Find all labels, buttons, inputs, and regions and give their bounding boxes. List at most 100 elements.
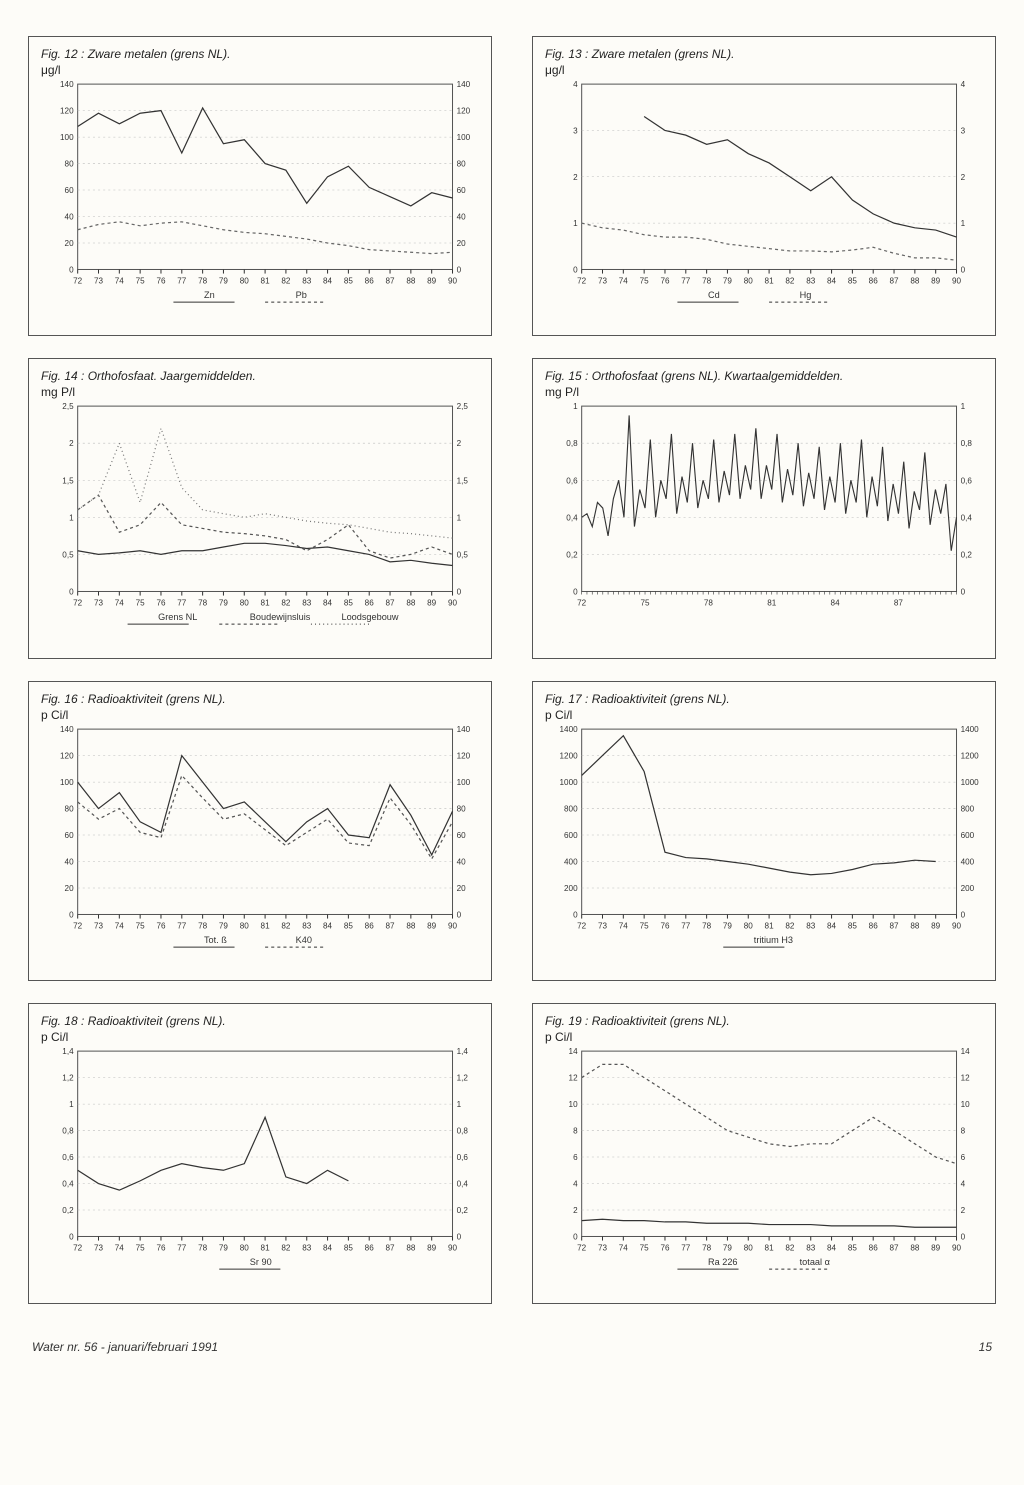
svg-text:90: 90 — [952, 922, 962, 931]
fig15-ylabel: mg P/l — [545, 385, 983, 399]
svg-text:85: 85 — [344, 599, 354, 608]
svg-text:88: 88 — [406, 922, 416, 931]
svg-text:0: 0 — [961, 266, 966, 275]
svg-text:87: 87 — [386, 1244, 396, 1253]
svg-text:Zn: Zn — [204, 290, 215, 300]
svg-text:400: 400 — [564, 857, 578, 866]
svg-text:75: 75 — [640, 277, 650, 286]
svg-text:Grens NL: Grens NL — [158, 612, 197, 622]
svg-text:75: 75 — [136, 1244, 146, 1253]
svg-text:1: 1 — [69, 514, 74, 523]
svg-text:4: 4 — [573, 80, 578, 89]
svg-text:81: 81 — [261, 599, 271, 608]
svg-text:800: 800 — [564, 805, 578, 814]
footer-left: Water nr. 56 - januari/februari 1991 — [32, 1340, 218, 1354]
svg-text:76: 76 — [156, 1244, 166, 1253]
svg-text:88: 88 — [406, 599, 416, 608]
fig12-panel: Fig. 12 : Zware metalen (grens NL). μg/l… — [28, 36, 492, 336]
svg-text:0,8: 0,8 — [961, 440, 973, 449]
fig17-chart: 0020020040040060060080080010001000120012… — [545, 723, 983, 967]
svg-text:20: 20 — [65, 239, 75, 248]
svg-text:87: 87 — [894, 599, 904, 608]
svg-text:120: 120 — [60, 107, 74, 116]
svg-text:82: 82 — [281, 277, 291, 286]
svg-text:3: 3 — [573, 127, 578, 136]
svg-text:88: 88 — [910, 1244, 920, 1253]
svg-text:600: 600 — [961, 831, 975, 840]
fig16-title: Fig. 16 : Radioaktiviteit (grens NL). — [41, 692, 479, 706]
fig14-chart: 000,50,5111,51,5222,52,57273747576777879… — [41, 400, 479, 644]
svg-text:140: 140 — [60, 80, 74, 89]
page-footer: Water nr. 56 - januari/februari 1991 15 — [28, 1340, 996, 1354]
svg-text:78: 78 — [198, 599, 208, 608]
svg-text:80: 80 — [240, 922, 250, 931]
svg-text:60: 60 — [457, 186, 467, 195]
svg-text:80: 80 — [240, 277, 250, 286]
svg-text:100: 100 — [457, 133, 471, 142]
svg-text:74: 74 — [619, 277, 629, 286]
svg-text:79: 79 — [219, 1244, 229, 1253]
svg-text:0,6: 0,6 — [566, 477, 578, 486]
svg-text:86: 86 — [869, 1244, 879, 1253]
fig18-chart: 000,20,20,40,40,60,60,80,8111,21,21,41,4… — [41, 1045, 479, 1289]
svg-text:72: 72 — [577, 1244, 587, 1253]
svg-text:84: 84 — [323, 922, 333, 931]
svg-text:86: 86 — [365, 599, 375, 608]
svg-text:0,2: 0,2 — [457, 1206, 469, 1215]
svg-text:88: 88 — [406, 1244, 416, 1253]
svg-text:84: 84 — [831, 599, 841, 608]
svg-text:4: 4 — [573, 1180, 578, 1189]
svg-text:90: 90 — [952, 277, 962, 286]
svg-text:1: 1 — [961, 403, 966, 412]
svg-text:60: 60 — [65, 186, 75, 195]
fig16-panel: Fig. 16 : Radioaktiviteit (grens NL). p … — [28, 681, 492, 981]
svg-text:400: 400 — [961, 857, 975, 866]
svg-text:8: 8 — [573, 1127, 578, 1136]
svg-text:1: 1 — [457, 1100, 462, 1109]
fig12-title: Fig. 12 : Zware metalen (grens NL). — [41, 47, 479, 61]
svg-text:140: 140 — [60, 725, 74, 734]
svg-text:Tot. ß: Tot. ß — [204, 935, 227, 945]
svg-text:77: 77 — [177, 277, 187, 286]
svg-text:81: 81 — [261, 922, 271, 931]
svg-text:0: 0 — [573, 1233, 578, 1242]
svg-text:14: 14 — [961, 1048, 971, 1057]
svg-text:84: 84 — [323, 599, 333, 608]
svg-text:1400: 1400 — [961, 725, 980, 734]
svg-text:72: 72 — [73, 1244, 83, 1253]
svg-text:4: 4 — [961, 80, 966, 89]
svg-text:74: 74 — [115, 277, 125, 286]
svg-text:Boudewijnsluis: Boudewijnsluis — [250, 612, 311, 622]
svg-text:40: 40 — [65, 213, 75, 222]
svg-text:76: 76 — [156, 599, 166, 608]
svg-text:0,4: 0,4 — [961, 514, 973, 523]
svg-text:0,8: 0,8 — [457, 1127, 469, 1136]
svg-text:80: 80 — [744, 277, 754, 286]
fig17-panel: Fig. 17 : Radioaktiviteit (grens NL). p … — [532, 681, 996, 981]
svg-text:83: 83 — [302, 1244, 312, 1253]
fig19-title: Fig. 19 : Radioaktiviteit (grens NL). — [545, 1014, 983, 1028]
svg-text:83: 83 — [806, 922, 816, 931]
fig16-chart: 0020204040606080801001001201201401407273… — [41, 723, 479, 967]
svg-text:86: 86 — [869, 277, 879, 286]
svg-text:75: 75 — [641, 599, 651, 608]
svg-text:84: 84 — [827, 922, 837, 931]
svg-text:6: 6 — [961, 1153, 966, 1162]
svg-text:0,8: 0,8 — [566, 440, 578, 449]
svg-text:60: 60 — [65, 831, 75, 840]
svg-text:2: 2 — [961, 1206, 966, 1215]
svg-text:120: 120 — [60, 752, 74, 761]
svg-text:86: 86 — [365, 1244, 375, 1253]
svg-text:totaal α: totaal α — [800, 1257, 831, 1267]
svg-text:85: 85 — [344, 277, 354, 286]
svg-text:81: 81 — [767, 599, 777, 608]
svg-text:120: 120 — [457, 107, 471, 116]
svg-text:2: 2 — [457, 440, 462, 449]
svg-text:72: 72 — [577, 922, 587, 931]
svg-text:76: 76 — [660, 277, 670, 286]
fig18-title: Fig. 18 : Radioaktiviteit (grens NL). — [41, 1014, 479, 1028]
svg-text:79: 79 — [723, 922, 733, 931]
fig17-title: Fig. 17 : Radioaktiviteit (grens NL). — [545, 692, 983, 706]
svg-text:84: 84 — [827, 1244, 837, 1253]
svg-text:85: 85 — [344, 1244, 354, 1253]
